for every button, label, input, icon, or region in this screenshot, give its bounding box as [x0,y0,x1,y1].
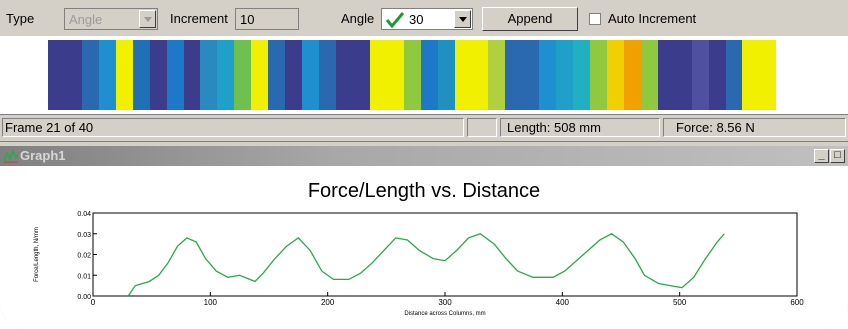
color-band-segment [691,40,709,110]
x-tick-label: 600 [790,298,804,307]
checkmark-icon [385,12,405,28]
graph-window-title: Graph1 [20,148,66,163]
x-tick-label: 400 [556,298,570,307]
graph-panel: Force/Length vs. Distance 0 100 200 300 400 5… [0,166,848,329]
color-band-segment [420,40,438,110]
color-band-segment [285,40,303,110]
x-tick-label: 100 [204,298,218,307]
color-band-segment [437,40,455,110]
auto-increment-label: Auto Increment [608,11,697,26]
color-band-segment [488,40,506,110]
force-length-line [127,232,725,297]
color-band-segment [234,40,252,110]
graph-icon [3,149,19,163]
color-band-segment [742,40,760,110]
color-band-segment [640,40,658,110]
toolbar: Type Angle Increment 10 Angle 30 Append … [0,0,848,36]
color-band-segment [674,40,692,110]
x-tick-label: 200 [321,298,335,307]
auto-increment-checkbox[interactable] [589,13,601,25]
x-tick-label: 500 [673,298,687,307]
color-band-segment [166,40,184,110]
color-band-segment [268,40,286,110]
color-band-segment [539,40,557,110]
color-band-segment [725,40,743,110]
color-band-segment [64,40,82,110]
chevron-down-icon[interactable] [139,10,156,28]
plot-frame [92,212,798,297]
color-band-segment [149,40,167,110]
color-band [48,40,777,110]
angle-select-value: 30 [409,12,424,27]
angle-select[interactable]: 30 [381,8,473,30]
y-tick-label: 0.00 [77,294,91,301]
color-band-segment [454,40,472,110]
color-band-segment [81,40,99,110]
color-band-segment [183,40,201,110]
color-band-segment [471,40,489,110]
y-tick-label: 0.03 [77,232,91,239]
force-length-chart: 0 100 200 300 400 500 600 0.00 0.01 0.02 0.03 0.04 D… [34,211,804,317]
chevron-down-icon[interactable] [454,10,471,28]
color-band-segment [200,40,218,110]
frame-status: Frame 21 of 40 [2,118,464,137]
color-band-segment [759,40,777,110]
color-band-segment [657,40,675,110]
color-band-panel [0,36,848,114]
x-tick-label: 0 [91,298,96,307]
x-axis-label: Distance across Columns, mm [404,311,485,317]
type-select-value: Angle [69,12,103,27]
color-band-segment [98,40,116,110]
y-tick-label: 0.02 [77,253,91,260]
color-band-segment [708,40,726,110]
status-bar: Frame 21 of 40 Length: 508 mm Force: 8.5… [0,114,848,142]
angle-label: Angle [341,11,375,26]
color-band-segment [302,40,319,110]
length-status: Length: 508 mm [500,118,660,137]
increment-label: Increment [170,11,228,26]
chart-title: Force/Length vs. Distance [307,180,541,202]
minimize-button[interactable]: _ [814,149,829,163]
increment-value: 10 [240,12,255,27]
color-band-segment [115,40,133,110]
y-tick-label: 0.01 [77,273,91,280]
y-axis-label: Force/Length, N/mm [34,227,40,282]
color-band-segment [48,40,65,110]
maximize-button[interactable]: □ [830,149,845,163]
color-band-segment [335,40,353,110]
color-band-segment [403,40,421,110]
color-band-segment [606,40,624,110]
type-select[interactable]: Angle [64,8,158,30]
graph-titlebar[interactable]: Graph1 _ □ [0,146,848,166]
color-band-segment [623,40,641,110]
color-band-segment [369,40,387,110]
color-band-segment [319,40,336,110]
color-band-segment [251,40,269,110]
force-status: Force: 8.56 N [663,118,846,137]
color-band-segment [352,40,370,110]
color-band-segment [217,40,235,110]
color-band-segment [505,40,523,110]
append-button[interactable]: Append [482,7,578,31]
type-label: Type [6,11,35,26]
increment-field[interactable]: 10 [235,8,299,30]
color-band-segment [522,40,540,110]
x-tick-label: 300 [438,298,452,307]
color-band-segment [590,40,607,110]
y-tick-label: 0.04 [77,211,91,218]
color-band-segment [573,40,590,110]
color-band-segment [132,40,150,110]
color-band-segment [556,40,574,110]
status-spacer [467,118,497,137]
color-band-segment [386,40,404,110]
